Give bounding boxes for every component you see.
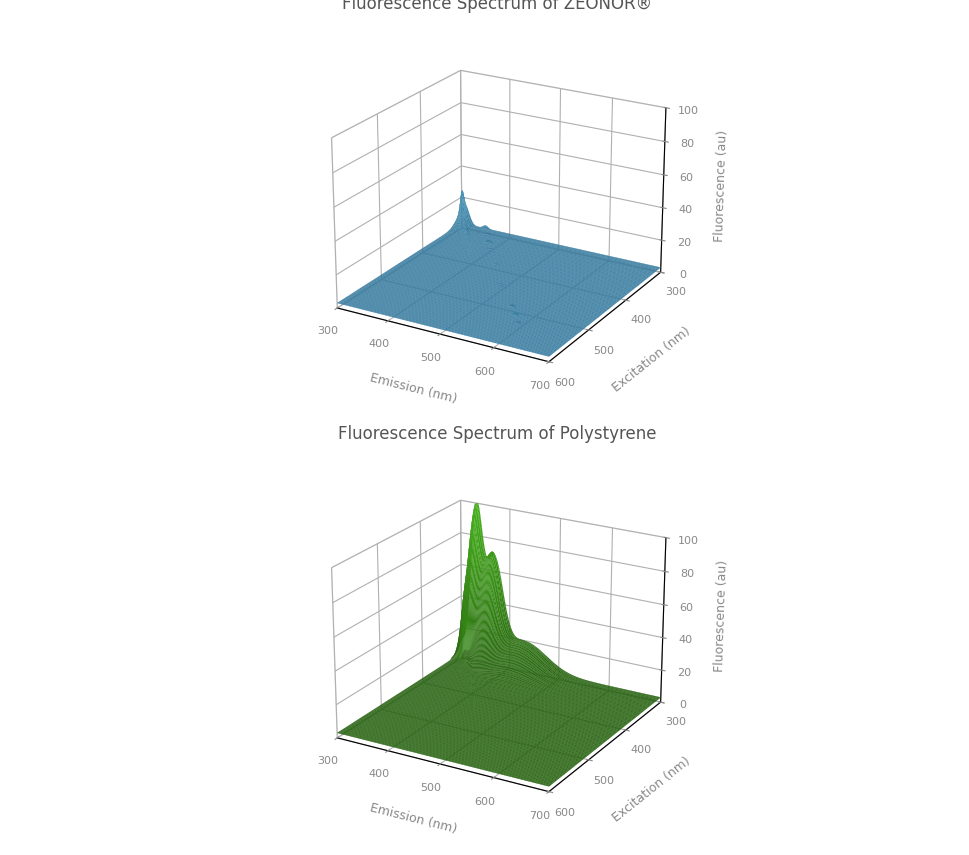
X-axis label: Emission (nm): Emission (nm) — [368, 801, 457, 836]
Title: Fluorescence Spectrum of Polystyrene: Fluorescence Spectrum of Polystyrene — [337, 425, 656, 443]
X-axis label: Emission (nm): Emission (nm) — [368, 372, 457, 406]
Y-axis label: Excitation (nm): Excitation (nm) — [610, 325, 693, 395]
Title: Fluorescence Spectrum of ZEONOR®: Fluorescence Spectrum of ZEONOR® — [342, 0, 651, 13]
Y-axis label: Excitation (nm): Excitation (nm) — [610, 755, 693, 825]
